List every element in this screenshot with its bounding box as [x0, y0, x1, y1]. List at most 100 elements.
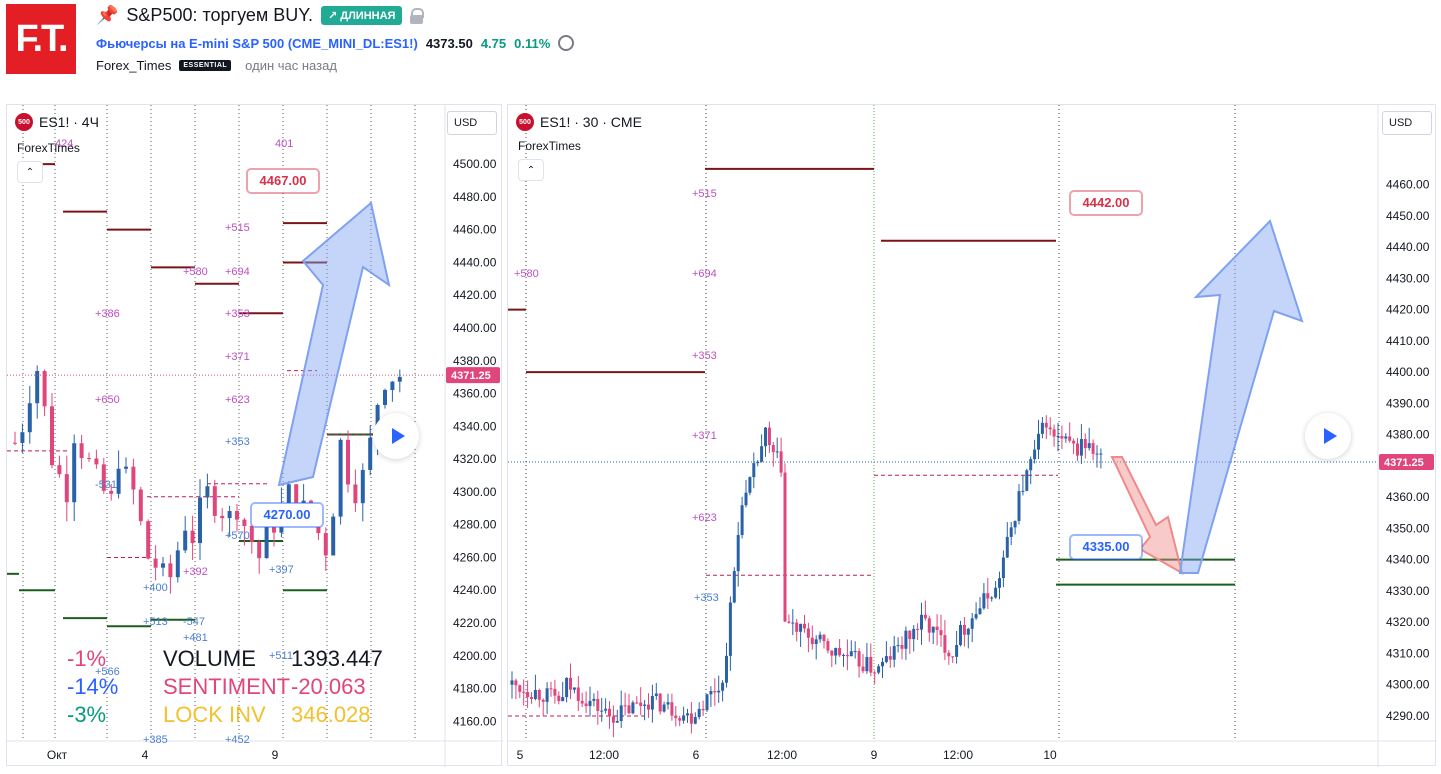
candle-body: [748, 477, 752, 493]
currency-button[interactable]: USD: [1382, 111, 1432, 135]
x-tick-label: Окт: [47, 748, 68, 762]
candle-body: [604, 708, 608, 711]
indicator-name[interactable]: ForexTimes: [518, 139, 581, 153]
legend-symbol[interactable]: ES1! · 4Ч: [39, 114, 99, 130]
level-annotation: +650: [95, 394, 120, 406]
y-tick-label: 4360.00: [1386, 490, 1430, 504]
chart-panel-4h[interactable]: 4160.00 4180.00 4200.00 4220.00 4240.00 4260.…: [6, 104, 503, 767]
level-annotation: -547: [183, 616, 205, 628]
y-tick-label: 4400.00: [1386, 365, 1430, 379]
candle-body: [810, 637, 814, 644]
play-button[interactable]: [1305, 413, 1351, 459]
x-tick-label: 4: [142, 748, 149, 762]
x-tick-label: 9: [272, 748, 279, 762]
candle-body: [131, 466, 136, 490]
candle-body: [205, 486, 210, 498]
candle-body: [639, 702, 643, 706]
y-tick-label: 4440.00: [453, 255, 497, 269]
currency-button[interactable]: USD: [447, 111, 497, 135]
level-annotation: +385: [143, 734, 168, 746]
y-tick-label: 4330.00: [1386, 584, 1430, 598]
candle-body: [190, 530, 195, 544]
candle-body: [588, 700, 592, 707]
candle-body: [1044, 422, 1048, 428]
symbol-link[interactable]: Фьючерсы на E-mini S&P 500 (CME_MINI_DL:…: [96, 35, 418, 51]
level-annotation: +353: [225, 308, 250, 320]
buy-arrow: [277, 201, 391, 487]
chart-4h-canvas[interactable]: 4160.00 4180.00 4200.00 4220.00 4240.00 4260.…: [7, 105, 503, 767]
candle-body: [146, 521, 151, 559]
candle-body: [869, 657, 873, 673]
price-callout-box: [250, 502, 324, 528]
level-annotation: +694: [692, 268, 717, 280]
candle-body: [935, 626, 939, 631]
level-annotation: +353: [694, 592, 719, 604]
candle-body: [787, 621, 791, 623]
legend-symbol[interactable]: ES1! · 30 · CME: [540, 114, 642, 130]
symbol-change: 4.75: [480, 35, 507, 51]
candle-body: [264, 523, 269, 559]
collapse-legend-button[interactable]: ⌃: [17, 161, 43, 183]
candle-body: [955, 645, 959, 657]
candle-body: [526, 692, 530, 698]
candle-body: [873, 672, 877, 674]
candle-body: [109, 490, 114, 494]
level-annotation: +400: [143, 582, 168, 594]
chart-panel-30m[interactable]: 4290.00 4300.00 4310.00 4320.00 4330.00 4340.…: [507, 104, 1437, 767]
alarm-clock-icon[interactable]: [558, 35, 575, 51]
candle-body: [662, 704, 666, 712]
y-tick-label: 4380.00: [1386, 428, 1430, 442]
candle-body: [838, 647, 842, 656]
price-callout-text: 4335.00: [1083, 539, 1130, 554]
y-tick-label: 4420.00: [453, 288, 497, 302]
price-callout-box: [1069, 534, 1143, 560]
y-tick-label: 4300.00: [453, 485, 497, 499]
play-button[interactable]: [373, 413, 419, 459]
last-price-label: 4371.25: [451, 370, 491, 382]
candle-body: [42, 371, 47, 407]
candle-body: [994, 587, 998, 598]
candle-body: [596, 698, 600, 712]
candle-body: [510, 680, 514, 685]
y-tick-label: 4220.00: [453, 616, 497, 630]
author-name[interactable]: Forex_Times: [96, 58, 172, 73]
candle-body: [689, 713, 693, 724]
x-tick-label: 12:00: [943, 748, 973, 762]
candle-body: [818, 634, 822, 640]
candle-body: [627, 705, 631, 714]
volume-row: -3% LOCK INV 346.028: [67, 701, 383, 729]
candle-body: [572, 687, 576, 690]
candle-body: [865, 657, 869, 672]
chart-legend: 500 ES1! · 30 · CME: [516, 113, 642, 131]
candle-body: [397, 376, 402, 382]
author-logo[interactable]: F.T.: [6, 4, 76, 74]
candle-body: [323, 533, 328, 556]
candle-body: [877, 666, 881, 673]
y-tick-label: 4460.00: [453, 223, 497, 237]
candle-body: [1099, 453, 1103, 455]
y-tick-label: 4160.00: [453, 714, 497, 728]
candle-body: [1060, 435, 1064, 439]
level-annotation: +566: [95, 666, 120, 678]
candle-body: [923, 614, 927, 619]
candle-body: [294, 484, 299, 510]
y-tick-label: 4240.00: [453, 583, 497, 597]
volume-name: SENTIMENT: [163, 674, 291, 699]
candle-body: [927, 618, 931, 633]
candle-body: [970, 618, 974, 629]
candle-body: [978, 608, 982, 615]
candle-body: [728, 602, 732, 656]
candle-body: [198, 497, 202, 544]
volume-row: -14% SENTIMENT -20.063: [67, 673, 383, 701]
collapse-legend-button[interactable]: ⌃: [518, 159, 544, 181]
candle-body: [674, 715, 678, 719]
candle-body: [272, 523, 276, 533]
candle-body: [647, 704, 650, 710]
candle-body: [834, 647, 838, 656]
candle-body: [650, 695, 654, 710]
candle-body: [795, 622, 799, 632]
candle-body: [732, 571, 736, 603]
candle-body: [600, 710, 604, 712]
chart-30m-canvas[interactable]: 4290.00 4300.00 4310.00 4320.00 4330.00 4340.…: [508, 105, 1437, 767]
indicator-name[interactable]: ForexTimes: [17, 141, 80, 155]
